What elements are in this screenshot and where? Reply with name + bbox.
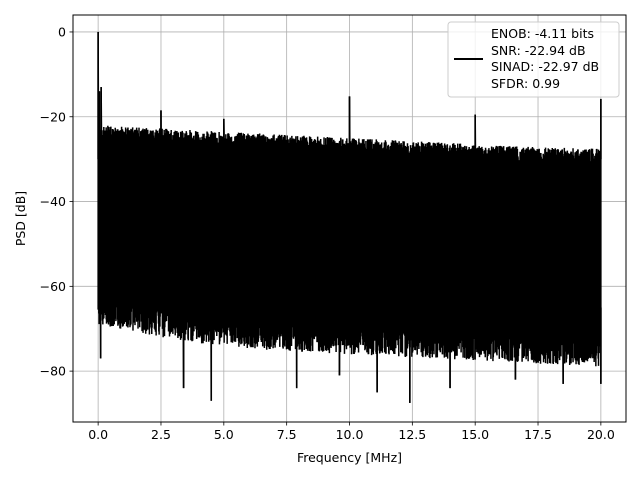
legend-line-sinad: SINAD: -22.97 dB [491, 59, 599, 74]
y-tick-label: 0 [58, 24, 66, 39]
x-tick-label: 17.5 [524, 427, 552, 442]
legend-line-enob: ENOB: -4.11 bits [491, 26, 594, 41]
x-tick-label: 12.5 [398, 427, 426, 442]
x-tick-label: 0.0 [88, 427, 108, 442]
y-axis-label: PSD [dB] [13, 191, 28, 246]
y-tick-label: −80 [40, 364, 66, 379]
x-axis-label: Frequency [MHz] [297, 450, 402, 465]
plot-area [97, 31, 602, 403]
y-tick-label: −40 [40, 194, 66, 209]
legend: ENOB: -4.11 bits SNR: -22.94 dB SINAD: -… [447, 21, 620, 98]
legend-box [447, 21, 620, 98]
y-tick-label: −20 [40, 109, 66, 124]
x-tick-label: 20.0 [587, 427, 615, 442]
legend-line-snr: SNR: -22.94 dB [491, 43, 586, 58]
legend-line-sfdr: SFDR: 0.99 [491, 76, 560, 91]
x-tick-label: 7.5 [277, 427, 297, 442]
x-tick-label: 5.0 [214, 427, 234, 442]
x-tick-label: 2.5 [151, 427, 171, 442]
y-tick-label: −60 [40, 279, 66, 294]
x-tick-label: 10.0 [336, 427, 364, 442]
ticks: 0.0 2.5 5.0 7.5 10.0 12.5 15.0 17.5 20.0 0 −20 −40 −… [40, 24, 615, 442]
x-tick-label: 15.0 [461, 427, 489, 442]
